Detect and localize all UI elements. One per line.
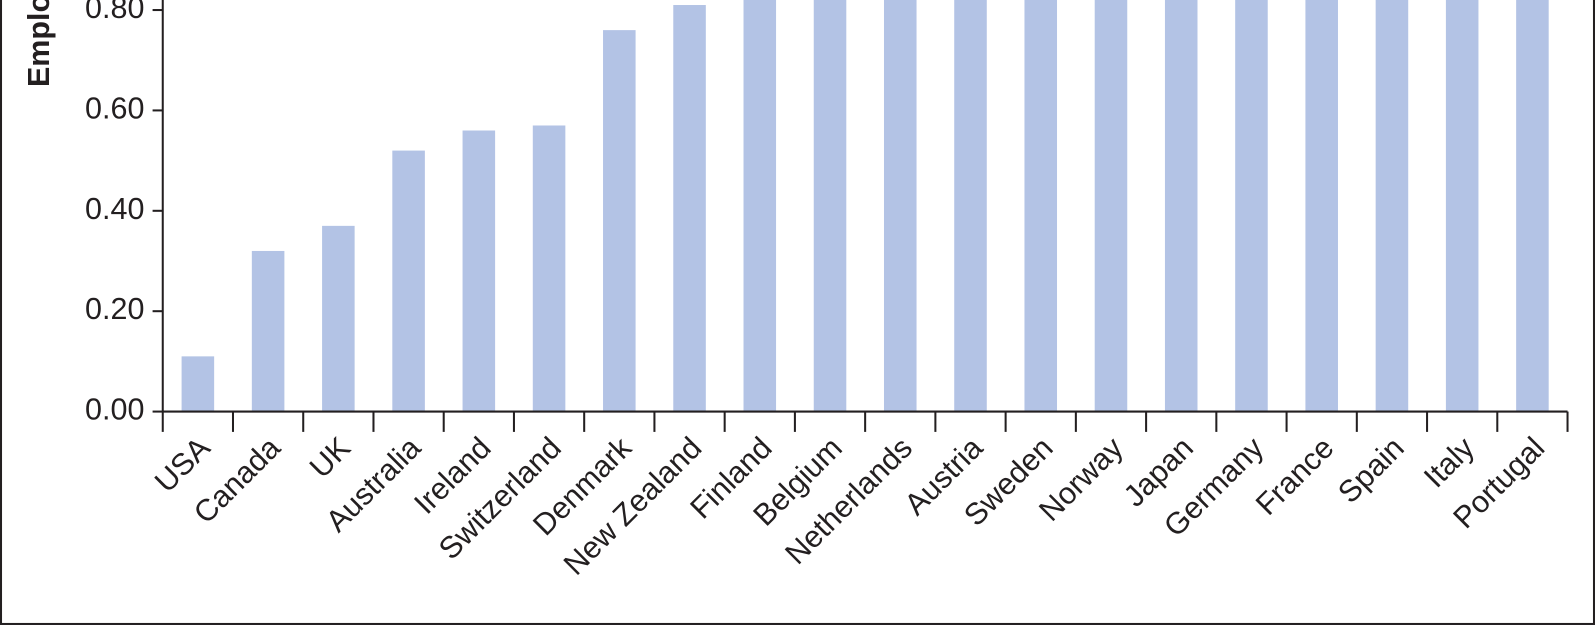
- bar: [954, 0, 987, 412]
- bar: [883, 0, 917, 412]
- y-tick-label: 0.60: [85, 91, 144, 125]
- bar: [322, 225, 355, 412]
- bar: [532, 125, 566, 412]
- bar: [392, 150, 425, 412]
- bar: [1235, 0, 1268, 412]
- bar: [1164, 0, 1198, 412]
- y-tick-label: 0.00: [85, 393, 144, 427]
- y-tick-label: 0.20: [85, 292, 144, 326]
- x-tick-label: UK: [303, 431, 357, 485]
- bar: [1094, 0, 1128, 412]
- bar: [181, 356, 215, 412]
- bar: [813, 0, 847, 412]
- y-tick-label: 0.40: [85, 192, 144, 226]
- bar: [603, 30, 636, 412]
- y-axis-label: Emplo: [22, 0, 56, 87]
- bar: [1375, 0, 1409, 412]
- bar: [1305, 0, 1338, 412]
- bar: [1445, 0, 1479, 412]
- x-tick-label: France: [1249, 431, 1340, 522]
- bar: [462, 130, 496, 412]
- bar: [673, 5, 706, 412]
- bar: [1516, 0, 1549, 412]
- bar: [1024, 0, 1058, 412]
- x-tick-label: Spain: [1331, 431, 1410, 510]
- bar: [743, 0, 777, 412]
- y-tick-label: 0.80: [85, 0, 144, 25]
- bar: [251, 250, 285, 412]
